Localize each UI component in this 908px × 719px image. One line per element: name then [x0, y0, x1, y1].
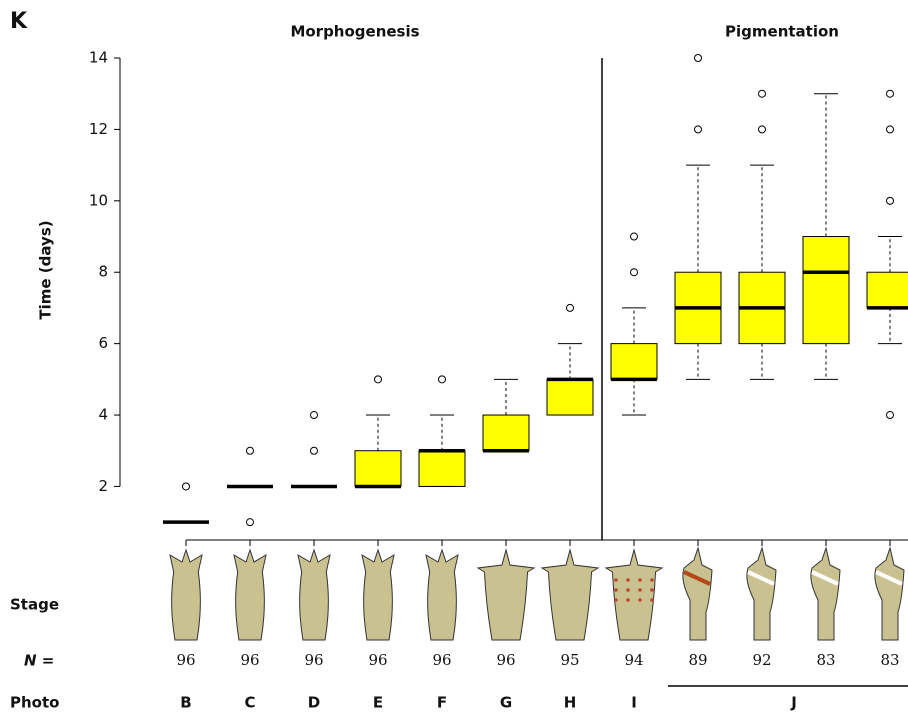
panel-label: K — [10, 9, 28, 34]
outlier — [247, 447, 254, 454]
n-value: 95 — [560, 651, 579, 669]
photo-label: J — [790, 694, 797, 712]
outlier — [759, 90, 766, 97]
outlier — [311, 412, 318, 419]
outlier — [887, 90, 894, 97]
n-value: 96 — [432, 651, 451, 669]
pigment — [638, 588, 642, 592]
outlier — [695, 55, 702, 62]
stage-drawing — [542, 550, 598, 640]
n-value: 89 — [688, 651, 707, 669]
pigment — [626, 598, 630, 602]
pigment — [650, 588, 654, 592]
y-tick-label: 8 — [98, 263, 108, 281]
y-tick-label: 10 — [89, 191, 108, 209]
n-value: 92 — [752, 651, 771, 669]
y-axis-label: Time (days) — [37, 220, 55, 319]
pigment — [614, 578, 618, 582]
section-title: Pigmentation — [725, 23, 839, 41]
stage-drawing — [606, 550, 662, 640]
stage-drawing — [298, 550, 330, 640]
stage-drawing — [478, 550, 534, 640]
y-tick-label: 4 — [98, 406, 108, 424]
stage-drawing — [683, 548, 712, 640]
pigment — [650, 578, 654, 582]
stage-drawing — [875, 548, 904, 640]
box — [611, 344, 657, 380]
outlier — [887, 412, 894, 419]
photo-label: I — [631, 694, 637, 712]
stage-drawing — [170, 550, 202, 640]
outlier — [631, 269, 638, 276]
n-value: 94 — [624, 651, 643, 669]
y-tick-label: 12 — [89, 120, 108, 138]
outlier — [439, 376, 446, 383]
photo-label: G — [500, 694, 512, 712]
n-value: 96 — [496, 651, 515, 669]
y-tick-label: 6 — [98, 334, 108, 352]
photo-label: C — [244, 694, 255, 712]
box — [547, 379, 593, 415]
pigment — [638, 578, 642, 582]
box — [867, 272, 908, 308]
photo-label: D — [308, 694, 320, 712]
n-value: 96 — [304, 651, 323, 669]
photo-label: H — [564, 694, 577, 712]
outlier — [695, 126, 702, 133]
y-tick-label: 14 — [89, 49, 108, 67]
stage-drawing — [362, 550, 394, 640]
stage-drawing — [811, 548, 840, 640]
outlier — [887, 197, 894, 204]
n-value: 96 — [368, 651, 387, 669]
y-tick-label: 2 — [98, 477, 108, 495]
box — [803, 237, 849, 344]
section-title: Morphogenesis — [290, 23, 419, 41]
outlier — [183, 483, 190, 490]
pigment — [626, 588, 630, 592]
row-label: Stage — [10, 596, 59, 614]
n-value: 83 — [880, 651, 899, 669]
outlier — [631, 233, 638, 240]
stage-drawing — [426, 550, 458, 640]
n-value: 96 — [240, 651, 259, 669]
stage-drawing — [747, 548, 776, 640]
box — [483, 415, 529, 451]
outlier — [247, 519, 254, 526]
row-label: Photo — [10, 694, 59, 712]
n-value: 96 — [176, 651, 195, 669]
row-label: N = — [24, 652, 54, 670]
pigment — [626, 578, 630, 582]
outlier — [759, 126, 766, 133]
outlier — [567, 304, 574, 311]
pigment — [614, 598, 618, 602]
photo-label: E — [373, 694, 383, 712]
pigment — [614, 588, 618, 592]
outlier — [887, 126, 894, 133]
outlier — [375, 376, 382, 383]
stage-drawing — [234, 550, 266, 640]
n-value: 83 — [816, 651, 835, 669]
photo-label: F — [437, 694, 447, 712]
photo-label: B — [180, 694, 191, 712]
outlier — [311, 447, 318, 454]
chart: K Time (days) Stage N = Photo 2 4 6 8 10 12 14… — [0, 0, 908, 719]
pigment — [638, 598, 642, 602]
box — [419, 451, 465, 487]
box — [355, 451, 401, 487]
pigment — [650, 598, 654, 602]
